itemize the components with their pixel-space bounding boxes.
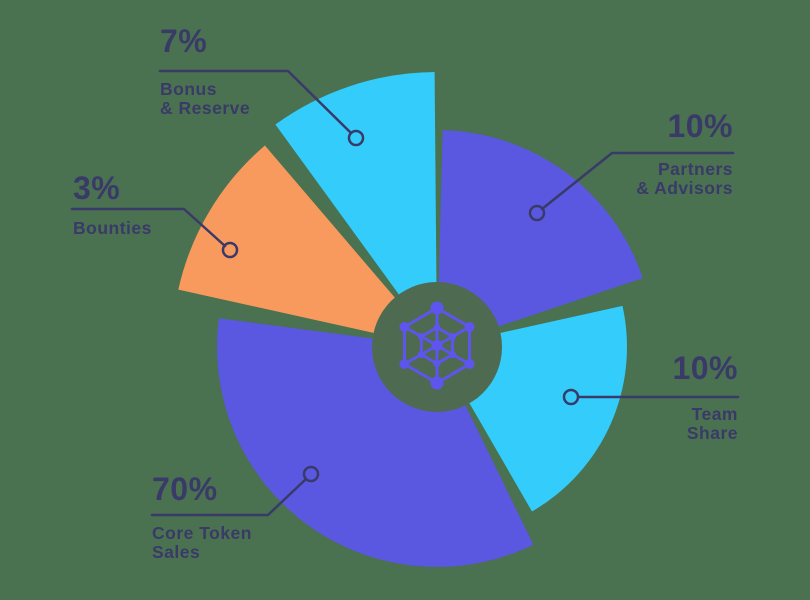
- slice-name-line2: & Reserve: [160, 98, 251, 118]
- center-hub: [372, 282, 502, 412]
- percent-label: 10%: [672, 350, 738, 386]
- callout-leader-lines: [70, 69, 740, 517]
- callout-team-share: 10% Team Share: [672, 351, 738, 443]
- leader-line-partners: [540, 151, 735, 211]
- slice-name: Bonus & Reserve: [160, 80, 250, 118]
- leader-marker-bonus: [347, 129, 365, 147]
- callout-bounties: 3% Bounties: [73, 171, 152, 238]
- pie-slice-bonus-reserve: [275, 72, 437, 347]
- slice-name-line1: Bonus: [160, 79, 217, 99]
- percent-label: 7%: [160, 23, 208, 59]
- slice-name-line2: Sales: [152, 542, 201, 562]
- slice-name-line1: Team: [691, 404, 738, 424]
- leader-line-bonus: [158, 69, 353, 135]
- slice-name: Core Token Sales: [152, 524, 252, 562]
- leader-line-core: [150, 477, 308, 517]
- slice-name-line2: Share: [686, 423, 738, 443]
- percent-label: 70%: [152, 471, 218, 507]
- pie-slice-bounties: [178, 145, 438, 347]
- pie-slice-partners-advisors: [437, 130, 643, 347]
- slice-name: Partners & Advisors: [636, 160, 733, 198]
- leader-marker-bounties: [221, 241, 239, 259]
- pie-slice-core-token-sales: [217, 318, 534, 567]
- percent-label: 3%: [73, 170, 121, 206]
- percent-label: 10%: [667, 108, 733, 144]
- leader-marker-team: [562, 388, 580, 406]
- leader-line-bounties: [70, 207, 227, 248]
- callout-partners-advisors: 10% Partners & Advisors: [636, 109, 733, 198]
- slice-name-line2: & Advisors: [636, 178, 733, 198]
- slice-name-line1: Core Token: [152, 523, 252, 543]
- slice-name-line1: Partners: [657, 159, 733, 179]
- slice-name: Team Share: [672, 405, 738, 443]
- slice-name: Bounties: [73, 219, 152, 238]
- callout-core-token-sales: 70% Core Token Sales: [152, 472, 252, 562]
- leader-marker-core: [302, 465, 320, 483]
- callout-bonus-reserve: 7% Bonus & Reserve: [160, 24, 250, 118]
- network-hexagon-icon: [399, 301, 475, 390]
- leader-marker-partners: [528, 204, 546, 222]
- slice-name-line1: Bounties: [73, 218, 152, 238]
- pie-slices: [178, 72, 643, 567]
